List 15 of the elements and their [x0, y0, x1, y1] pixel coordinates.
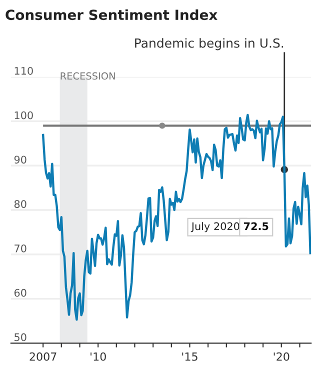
- x-tick-label: '15: [182, 352, 198, 361]
- x-tick-label: 2007: [30, 352, 56, 361]
- annotation: July 2020 72.5: [190, 222, 268, 232]
- y-tick-label: 110: [14, 66, 33, 75]
- x-tick-label: '20: [274, 352, 290, 361]
- ref-line-label: Pandemic begins in U.S.: [135, 38, 284, 50]
- y-tick-label: 100: [14, 111, 33, 120]
- y-tick-label: 80: [14, 200, 26, 208]
- y-tick-label: 50: [14, 333, 26, 342]
- y-tick-label: 70: [14, 244, 26, 252]
- x-tick-label: '10: [90, 352, 106, 361]
- y-tick-label: 90: [14, 156, 26, 164]
- band-label: RECESSION: [60, 72, 115, 80]
- chart-title: Consumer Sentiment Index: [6, 9, 218, 20]
- y-tick-label: 60: [14, 288, 26, 297]
